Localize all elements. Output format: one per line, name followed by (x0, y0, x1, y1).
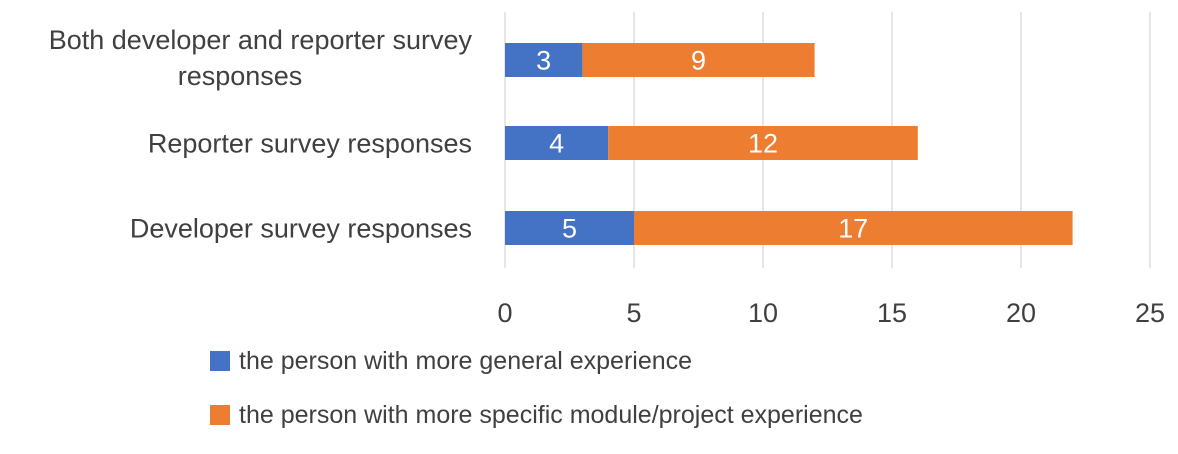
category-label: Developer survey responses (130, 214, 472, 244)
x-tick-label: 15 (877, 298, 907, 328)
category-label-line: responses (178, 61, 303, 91)
legend-label-specific: the person with more specific module/pro… (239, 400, 863, 429)
legend-swatch-general (210, 351, 230, 371)
category-label-line: Both developer and reporter survey (49, 25, 473, 55)
category-labels: Both developer and reporter survey respon… (49, 25, 473, 244)
bar-segment (505, 126, 609, 160)
data-label: 4 (549, 129, 564, 159)
stacked-bar-chart: 3 9 4 12 5 17 Both developer and reporter sur… (49, 12, 1165, 328)
legend-item-specific: the person with more specific module/pro… (210, 400, 863, 430)
bar-segment (608, 126, 918, 160)
category-label: Reporter survey responses (148, 129, 472, 159)
x-tick-label: 0 (497, 298, 512, 328)
bar-segment (505, 211, 634, 245)
data-label: 12 (748, 129, 778, 159)
x-axis-tick-labels: 0 5 10 15 20 25 (497, 298, 1165, 328)
bar-segment (634, 211, 1073, 245)
data-label: 5 (562, 214, 577, 244)
x-tick-label: 10 (748, 298, 778, 328)
x-tick-label: 25 (1135, 298, 1165, 328)
data-label: 9 (691, 46, 706, 76)
legend-label-general: the person with more general experience (239, 346, 693, 375)
bar-segment (582, 43, 815, 77)
data-label: 17 (838, 214, 868, 244)
x-tick-label: 5 (626, 298, 641, 328)
bar-segment (505, 43, 583, 77)
bars: 3 9 4 12 5 17 (505, 43, 1073, 245)
legend-swatch-specific (210, 405, 230, 425)
legend: the person with more general experience … (210, 346, 863, 454)
x-tick-label: 20 (1006, 298, 1036, 328)
legend-item-general: the person with more general experience (210, 346, 863, 376)
data-label: 3 (536, 46, 551, 76)
